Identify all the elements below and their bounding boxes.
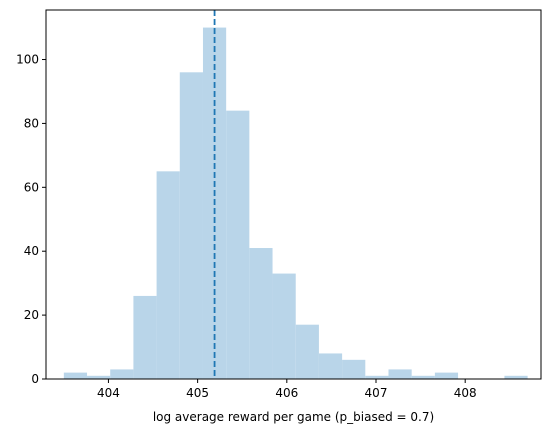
histogram-bar [365, 375, 389, 379]
histogram-bar [249, 248, 273, 379]
histogram-bar [318, 353, 343, 379]
histogram-bar [156, 171, 180, 379]
histogram-bar [388, 369, 412, 379]
histogram-bar [226, 110, 250, 380]
histogram-bar [272, 273, 296, 379]
histogram-bar [411, 375, 435, 379]
histogram-bar [63, 372, 88, 379]
x-tick-label: 405 [186, 386, 209, 400]
x-tick-label: 408 [454, 386, 477, 400]
y-tick-label: 0 [31, 372, 39, 386]
bars-group [63, 27, 528, 380]
x-tick-label: 407 [365, 386, 388, 400]
histogram-bar [434, 372, 459, 379]
histogram-bar [110, 369, 134, 379]
y-axis-ticks: 0 20 40 60 80 100 [16, 53, 46, 386]
histogram-bar [504, 375, 528, 379]
histogram-bar [87, 375, 111, 379]
y-tick-label: 60 [24, 180, 39, 194]
y-tick-label: 20 [24, 308, 39, 322]
x-tick-label: 404 [97, 386, 120, 400]
x-tick-label: 406 [275, 386, 298, 400]
histogram-bar [342, 359, 366, 379]
histogram-bar [295, 324, 319, 379]
plot-frame [45, 9, 542, 380]
y-tick-label: 40 [24, 244, 39, 258]
y-tick-label: 100 [16, 53, 39, 67]
x-axis-ticks: 404 405 406 407 408 [97, 379, 477, 400]
histogram-bar [133, 295, 157, 379]
histogram-bar [179, 72, 203, 379]
y-tick-label: 80 [24, 116, 39, 130]
x-axis-label: log average reward per game (p_biased = … [153, 410, 434, 424]
